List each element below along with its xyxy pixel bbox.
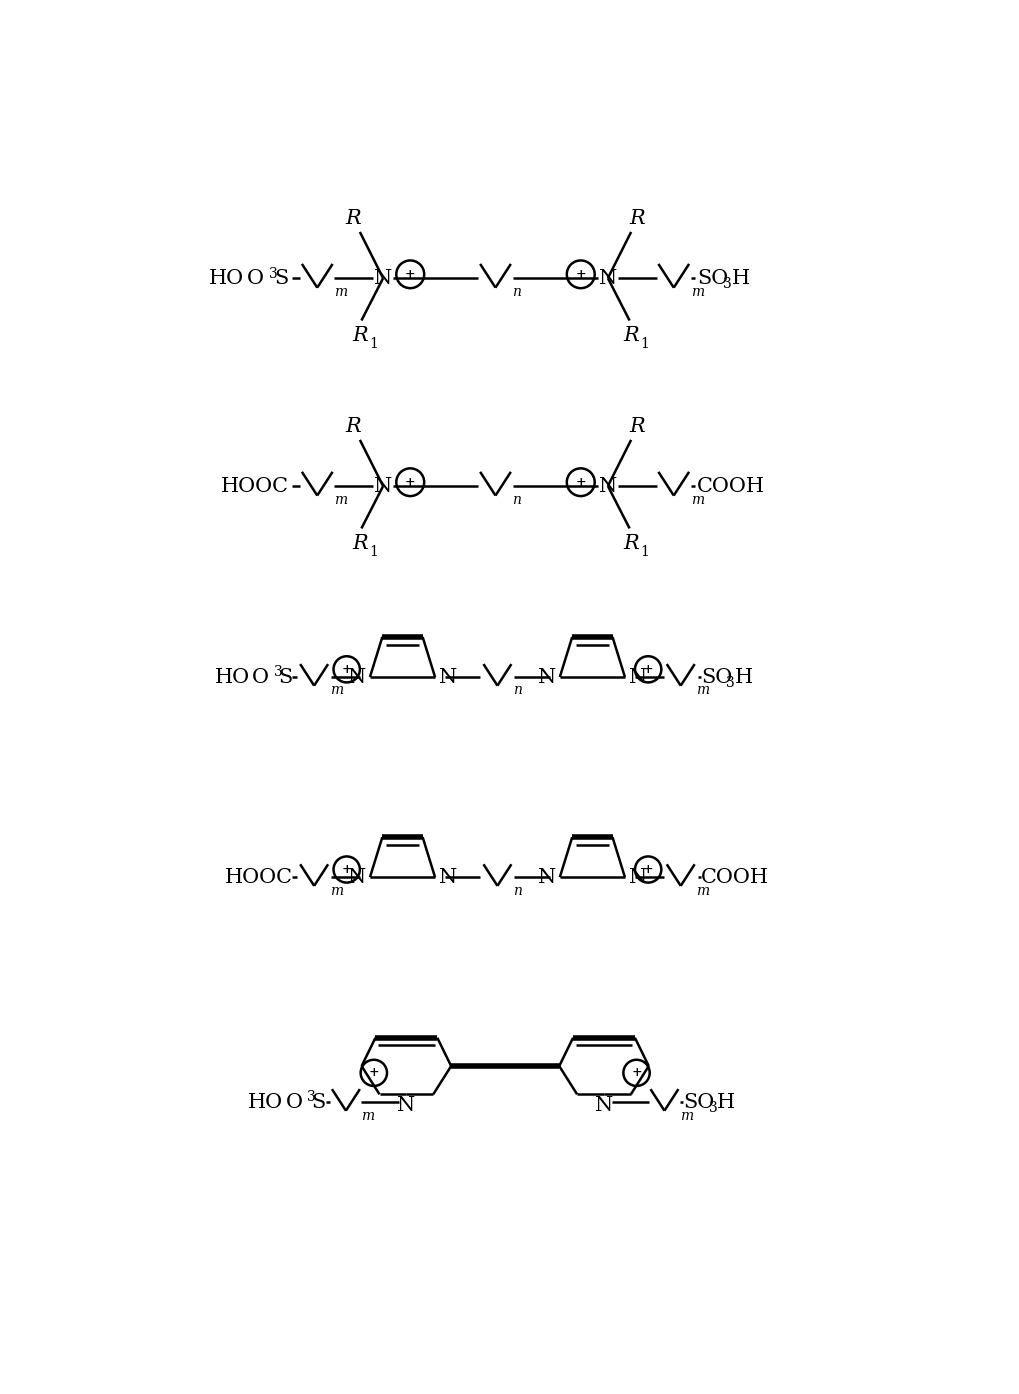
Text: S: S — [312, 1093, 326, 1111]
Text: N: N — [538, 867, 556, 887]
Text: 1: 1 — [369, 545, 378, 559]
Text: O: O — [252, 668, 269, 686]
Text: N: N — [538, 668, 556, 686]
Text: m: m — [691, 493, 704, 507]
Text: N: N — [629, 668, 647, 686]
Text: R: R — [624, 534, 639, 553]
Text: N: N — [347, 668, 366, 686]
Text: +: + — [643, 863, 653, 875]
Text: N: N — [374, 269, 392, 287]
Text: N: N — [599, 477, 616, 495]
Text: H: H — [735, 668, 753, 686]
Text: SO: SO — [701, 668, 732, 686]
Text: n: n — [513, 493, 522, 507]
Text: 3: 3 — [722, 277, 732, 291]
Text: 3: 3 — [274, 665, 283, 679]
Text: +: + — [576, 475, 586, 489]
Text: +: + — [631, 1066, 642, 1079]
Text: R: R — [352, 534, 368, 553]
Text: 3: 3 — [727, 676, 735, 690]
Text: SO: SO — [697, 269, 729, 287]
Text: +: + — [369, 1066, 379, 1079]
Text: S: S — [274, 269, 288, 287]
Text: N: N — [347, 867, 366, 887]
Text: m: m — [334, 493, 347, 507]
Text: O: O — [247, 269, 264, 287]
Text: m: m — [334, 286, 347, 300]
Text: HO: HO — [215, 668, 250, 686]
Text: N: N — [397, 1096, 416, 1115]
Text: 1: 1 — [640, 336, 649, 351]
Text: m: m — [330, 884, 342, 898]
Text: R: R — [352, 326, 368, 346]
Text: 3: 3 — [708, 1101, 717, 1115]
Text: n: n — [513, 286, 522, 300]
Text: m: m — [680, 1108, 693, 1122]
Text: R: R — [624, 326, 639, 346]
Text: 1: 1 — [369, 336, 378, 351]
Text: +: + — [341, 863, 352, 875]
Text: 3: 3 — [308, 1090, 316, 1104]
Text: N: N — [439, 867, 458, 887]
Text: R: R — [630, 209, 645, 227]
Text: H: H — [732, 269, 750, 287]
Text: R: R — [345, 417, 362, 435]
Text: n: n — [513, 683, 522, 697]
Text: +: + — [405, 475, 416, 489]
Text: HO: HO — [209, 269, 245, 287]
Text: HO: HO — [248, 1093, 283, 1111]
Text: N: N — [374, 477, 392, 495]
Text: m: m — [696, 683, 709, 697]
Text: O: O — [285, 1093, 303, 1111]
Text: S: S — [278, 668, 292, 686]
Text: SO: SO — [683, 1093, 714, 1111]
Text: COOH: COOH — [697, 477, 765, 495]
Text: +: + — [576, 268, 586, 280]
Text: n: n — [513, 884, 522, 898]
Text: +: + — [643, 662, 653, 676]
Text: 3: 3 — [269, 266, 277, 280]
Text: +: + — [341, 662, 352, 676]
Text: m: m — [362, 1108, 375, 1122]
Text: N: N — [599, 269, 616, 287]
Text: H: H — [717, 1093, 736, 1111]
Text: N: N — [595, 1096, 613, 1115]
Text: HOOC: HOOC — [224, 867, 292, 887]
Text: 1: 1 — [640, 545, 649, 559]
Text: N: N — [629, 867, 647, 887]
Text: N: N — [439, 668, 458, 686]
Text: HOOC: HOOC — [220, 477, 288, 495]
Text: m: m — [330, 683, 342, 697]
Text: m: m — [696, 884, 709, 898]
Text: R: R — [345, 209, 362, 227]
Text: COOH: COOH — [701, 867, 769, 887]
Text: R: R — [630, 417, 645, 435]
Text: +: + — [405, 268, 416, 280]
Text: m: m — [691, 286, 704, 300]
